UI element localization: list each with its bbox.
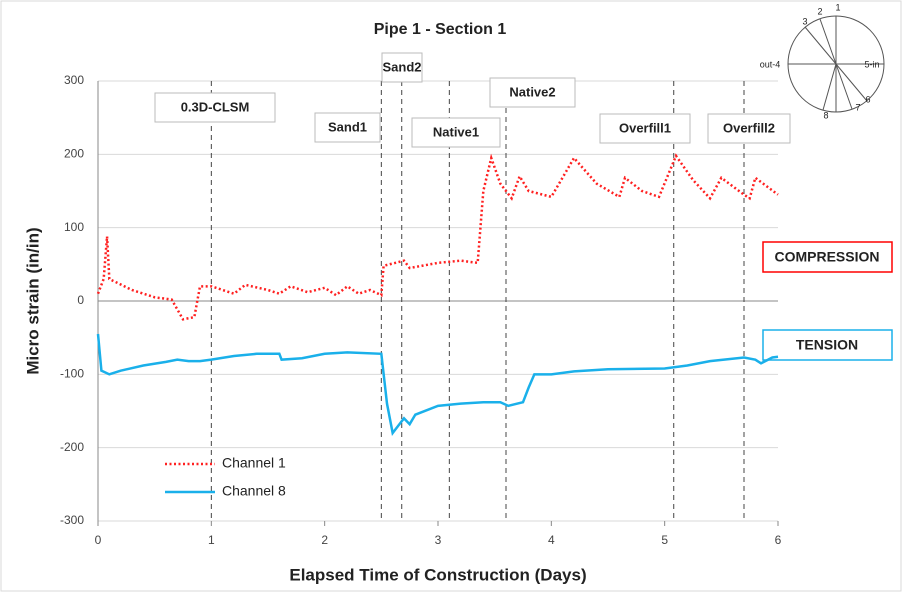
x-axis-label: Elapsed Time of Construction (Days) — [289, 565, 586, 584]
annotation-box — [707, 113, 791, 144]
y-tick-label: 100 — [64, 220, 84, 234]
y-axis-label: Micro strain (in/in) — [23, 227, 42, 374]
x-tick-label: 6 — [775, 533, 782, 547]
diagram-label: 3 — [802, 16, 807, 26]
region-box — [762, 329, 893, 361]
y-tick-label: 0 — [77, 293, 84, 307]
x-tick-label: 3 — [435, 533, 442, 547]
x-tick-label: 2 — [321, 533, 328, 547]
annotation-box — [314, 112, 381, 143]
diagram-label: 2 — [817, 6, 822, 16]
y-tick-label: -100 — [60, 367, 84, 381]
annotation-box — [489, 77, 576, 108]
annotation-label: Overfill2 — [723, 120, 775, 135]
region-label: COMPRESSION — [774, 249, 879, 265]
y-tick-label: 200 — [64, 147, 84, 161]
region-box — [762, 241, 893, 273]
region-label: TENSION — [796, 337, 858, 353]
x-tick-label: 5 — [661, 533, 668, 547]
annotation-label: 0.3D-CLSM — [181, 99, 250, 114]
annotation-label: Sand1 — [328, 119, 367, 134]
diagram-label: 5-in — [864, 59, 879, 69]
legend-label: Channel 1 — [222, 455, 286, 471]
diagram-line — [822, 63, 837, 111]
diagram-label: 1 — [835, 2, 840, 12]
annotation-label: Native2 — [509, 84, 555, 99]
y-tick-label: -300 — [60, 513, 84, 527]
diagram-label: 7 — [855, 102, 860, 112]
annotation-box — [599, 113, 691, 144]
x-tick-label: 0 — [95, 533, 102, 547]
y-tick-label: -200 — [60, 440, 84, 454]
series-line — [96, 333, 779, 436]
pipe-diagram — [787, 15, 885, 113]
annotation-box — [381, 52, 423, 83]
chart-title: Pipe 1 - Section 1 — [374, 21, 507, 38]
annotation-box — [154, 92, 276, 123]
annotation-label: Sand2 — [382, 59, 421, 74]
diagram-label: 8 — [823, 110, 828, 120]
annotation-label: Native1 — [433, 124, 479, 139]
diagram-label: 6 — [865, 94, 870, 104]
x-tick-label: 1 — [208, 533, 215, 547]
y-tick-label: 300 — [64, 73, 84, 87]
annotation-label: Overfill1 — [619, 120, 671, 135]
x-tick-label: 4 — [548, 533, 555, 547]
annotation-box — [411, 117, 501, 148]
diagram-label: out-4 — [760, 59, 781, 69]
legend-label: Channel 8 — [222, 483, 286, 499]
series-line — [96, 153, 779, 321]
